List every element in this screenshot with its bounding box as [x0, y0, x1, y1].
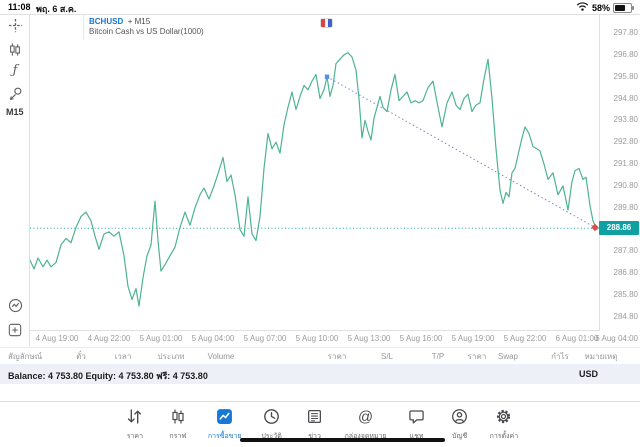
tab-label: บัญชี: [452, 433, 468, 440]
history-clock-icon: [263, 408, 280, 430]
price-tick: 286.80: [613, 268, 638, 277]
tab-label: ราคา: [126, 433, 144, 440]
column-header[interactable]: ตั๋ว: [76, 352, 86, 361]
column-header[interactable]: หมายเหตุ: [584, 352, 618, 361]
column-header[interactable]: สัญลักษณ์: [8, 352, 43, 361]
timeframe-button[interactable]: M15: [6, 107, 24, 117]
tab-trade[interactable]: การซื้อขาย: [208, 408, 242, 442]
tab-chart-candles[interactable]: กราฟ: [165, 408, 191, 442]
clock-time: 11:08: [8, 2, 31, 12]
column-header[interactable]: ราคา: [327, 352, 347, 361]
tab-history-clock[interactable]: ประวัติ: [259, 408, 285, 442]
balance-bar: Balance: 4 753.80 Equity: 4 753.80 ฟรี: …: [0, 364, 640, 384]
account-person-icon: [451, 408, 468, 430]
trade-icon: [216, 408, 233, 430]
news-icon: [306, 408, 323, 430]
panel-top-border: [0, 14, 640, 15]
price-tick: 291.80: [613, 159, 638, 168]
battery-percent: 58%: [591, 2, 610, 13]
price-tick: 293.80: [613, 115, 638, 124]
column-header[interactable]: เวลา: [114, 352, 132, 361]
tab-label: กล่องจดหมาย: [344, 433, 387, 440]
price-tick: 294.80: [613, 94, 638, 103]
news-flag-icon[interactable]: [321, 19, 332, 27]
status-bar: 11:08 พฤ. 6 ส.ค. 58%: [0, 0, 640, 14]
add-chart-icon[interactable]: [7, 322, 23, 338]
column-header[interactable]: ราคา: [467, 352, 487, 361]
account-currency: USD: [578, 369, 598, 379]
time-tick: 5 Aug 22:00: [503, 334, 547, 343]
chart-timeframe: + M15: [127, 17, 151, 26]
tab-label: การซื้อขาย: [207, 433, 242, 440]
column-header[interactable]: Swap: [497, 352, 518, 361]
balance-summary: Balance: 4 753.80 Equity: 4 753.80 ฟรี: …: [8, 371, 208, 381]
price-tick: 295.80: [613, 72, 638, 81]
time-tick: 5 Aug 13:00: [347, 334, 391, 343]
time-tick: 6 Aug 04:00: [595, 334, 638, 343]
price-tick: 285.80: [613, 290, 638, 299]
mailbox-at-icon: @: [357, 408, 374, 430]
tab-label: ข่าว: [308, 433, 321, 440]
battery-icon: [613, 2, 634, 13]
price-axis-border: [599, 14, 600, 330]
time-tick: 5 Aug 04:00: [191, 334, 235, 343]
time-tick: 5 Aug 10:00: [295, 334, 339, 343]
chart-symbol: BCHUSD: [89, 17, 124, 26]
wifi-icon: [576, 1, 589, 14]
price-tick: 297.80: [613, 28, 638, 37]
price-tick: 290.80: [613, 181, 638, 190]
tab-settings-gear[interactable]: การตั้งค่า: [489, 408, 519, 442]
price-tick: 296.80: [613, 50, 638, 59]
time-tick: 5 Aug 07:00: [243, 334, 287, 343]
table-header-top-border: [0, 347, 640, 348]
objects-icon[interactable]: [7, 85, 23, 101]
trade-levels-icon[interactable]: [7, 297, 23, 313]
column-header[interactable]: T/P: [431, 352, 445, 361]
column-header[interactable]: S/L: [380, 352, 393, 361]
tab-mailbox-at[interactable]: @ กล่องจดหมาย: [345, 408, 387, 442]
time-tick: 4 Aug 22:00: [87, 334, 131, 343]
time-tick: 6 Aug 01:00: [555, 334, 599, 343]
tab-news[interactable]: ข่าว: [302, 408, 328, 442]
tab-quotes-arrows[interactable]: ราคา: [122, 408, 148, 442]
home-indicator[interactable]: [240, 438, 445, 442]
price-tick: 289.80: [613, 203, 638, 212]
trendline-end-marker: [591, 223, 599, 232]
price-tick: 287.80: [613, 246, 638, 255]
status-date: พฤ. 6 ส.ค.: [36, 4, 77, 14]
chat-bubble-icon: [408, 408, 425, 430]
tab-account-person[interactable]: บัญชี: [447, 408, 473, 442]
svg-text:@: @: [358, 409, 373, 425]
header-box-border: [83, 14, 84, 39]
tab-label: การตั้งค่า: [489, 433, 519, 440]
quotes-arrows-icon: [126, 408, 143, 430]
column-header[interactable]: Volume: [207, 352, 235, 361]
time-axis-line: [29, 330, 600, 331]
price-chart[interactable]: [30, 14, 599, 330]
chart-candles-icon: [170, 408, 186, 430]
tab-label: กราฟ: [169, 433, 187, 440]
crosshair-icon[interactable]: [7, 17, 23, 33]
trendline-start-marker: [324, 74, 330, 79]
indicators-glyph: ƒ: [12, 62, 18, 78]
tab-label: แชท: [409, 433, 424, 440]
column-header[interactable]: กำไร: [551, 352, 569, 361]
time-tick: 5 Aug 01:00: [139, 334, 183, 343]
price-tick: 292.80: [613, 137, 638, 146]
plot-left-border: [29, 14, 30, 346]
settings-gear-icon: [495, 408, 512, 430]
tab-chat-bubble[interactable]: แชท: [404, 408, 430, 442]
chart-type-candles-icon[interactable]: [7, 41, 23, 57]
time-tick: 4 Aug 19:00: [35, 334, 79, 343]
chart-header[interactable]: BCHUSD + M15 Bitcoin Cash vs US Dollar(1…: [89, 15, 204, 36]
indicators-icon[interactable]: ƒ: [7, 62, 23, 78]
column-header[interactable]: ประเภท: [157, 352, 185, 361]
current-price-badge: 288.86: [599, 221, 639, 235]
tab-label: ประวัติ: [261, 433, 282, 440]
time-tick: 5 Aug 16:00: [399, 334, 443, 343]
price-tick: 284.80: [613, 312, 638, 321]
time-tick: 5 Aug 19:00: [451, 334, 495, 343]
chart-subtitle: Bitcoin Cash vs US Dollar(1000): [89, 27, 204, 36]
